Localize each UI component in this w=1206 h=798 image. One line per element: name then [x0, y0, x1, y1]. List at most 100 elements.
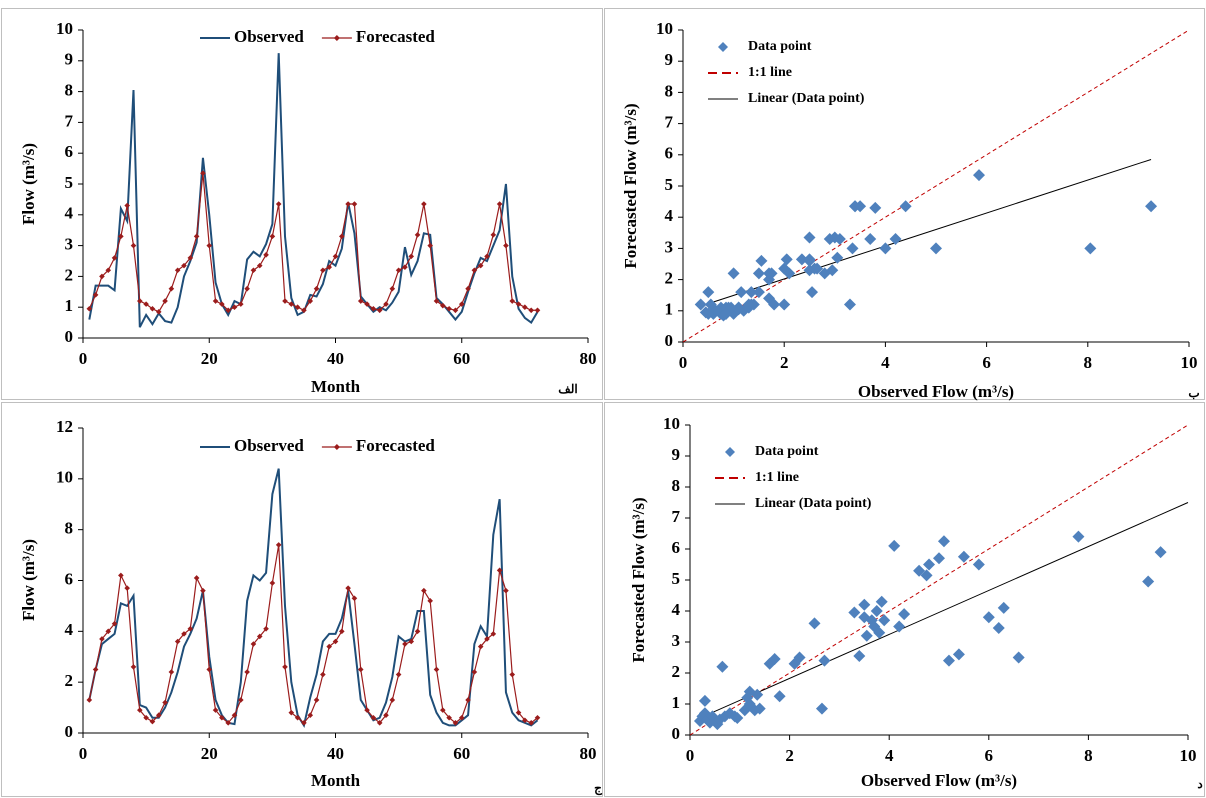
data-point [768, 298, 781, 311]
y-tick-label: 3 [65, 235, 74, 254]
data-point [332, 253, 339, 260]
data-point [124, 585, 130, 591]
data-point [808, 617, 821, 630]
x-tick-label: 20 [201, 349, 218, 368]
data-point [854, 200, 867, 213]
data-point [339, 628, 345, 635]
data-point [818, 654, 831, 667]
y-tick-label: 0 [665, 331, 674, 350]
data-point [869, 201, 882, 214]
data-point [803, 253, 816, 266]
x-tick-label: 0 [679, 353, 688, 372]
panel-frame [604, 8, 1205, 400]
x-tick-label: 60 [453, 744, 470, 763]
trendline [700, 159, 1152, 307]
data-point [130, 242, 137, 249]
y-tick-label: 12 [56, 417, 73, 436]
data-point [250, 267, 257, 274]
data-point [421, 201, 427, 207]
y-tick-label: 5 [665, 175, 674, 194]
data-point [853, 649, 866, 662]
y-tick-label: 1 [672, 693, 681, 712]
y-tick-label: 2 [65, 265, 74, 284]
data-point [238, 301, 244, 307]
x-tick-label: 2 [785, 746, 794, 765]
data-point [168, 285, 175, 292]
data-point [446, 305, 452, 312]
legend-label: Data point [748, 39, 812, 54]
data-point [370, 305, 377, 312]
legend-label: Linear (Data point) [748, 91, 865, 106]
y-tick-label: 4 [672, 600, 681, 619]
data-point [402, 264, 408, 270]
data-point [942, 654, 955, 667]
data-point [889, 233, 902, 246]
data-point [86, 697, 93, 703]
y-tick-label: 10 [56, 468, 73, 487]
data-point [1012, 651, 1025, 664]
data-point [751, 688, 764, 701]
data-point [778, 298, 791, 311]
x-tick-label: 40 [327, 744, 344, 763]
x-axis-title: Observed Flow (m³/s) [858, 382, 1014, 401]
data-point [111, 255, 118, 261]
data-point [225, 307, 231, 314]
data-point [263, 625, 269, 632]
data-point [878, 614, 891, 627]
data-point [992, 622, 1005, 635]
data-point [458, 714, 465, 721]
data-point [753, 702, 766, 715]
data-point [256, 633, 263, 640]
legend-label: Forecasted [356, 27, 436, 46]
data-point [477, 643, 484, 650]
y-axis-title: Flow (m³/s) [19, 143, 38, 225]
data-point [920, 569, 933, 582]
x-tick-label: 6 [985, 746, 994, 765]
data-point [732, 303, 745, 316]
series-line [88, 544, 538, 724]
data-point [301, 307, 307, 314]
panel-label: ب [1188, 386, 1199, 400]
data-point [219, 301, 225, 307]
panel-label: ج [594, 781, 602, 796]
legend-marker [333, 35, 340, 41]
panel-label: الف [558, 382, 577, 396]
data-point [332, 638, 339, 645]
data-point [206, 666, 213, 673]
x-axis-title: Month [311, 377, 361, 396]
data-point [982, 611, 995, 624]
x-tick-label: 8 [1084, 353, 1093, 372]
y-tick-label: 10 [56, 19, 73, 38]
y-tick-label: 7 [665, 113, 674, 132]
data-point [888, 539, 901, 552]
data-point [383, 712, 389, 719]
x-tick-label: 4 [881, 353, 890, 372]
data-point [522, 717, 528, 724]
data-point [99, 273, 105, 280]
data-point [858, 598, 871, 611]
y-tick-label: 8 [672, 476, 681, 495]
y-axis-title: Flow (m³/s) [19, 539, 38, 621]
y-tick-label: 6 [672, 538, 681, 557]
data-point [269, 580, 276, 586]
data-point [187, 625, 194, 632]
data-point [1145, 200, 1158, 213]
x-tick-label: 20 [201, 744, 218, 763]
data-point [269, 233, 276, 240]
y-tick-label: 4 [65, 620, 74, 639]
data-point [149, 718, 156, 725]
data-point [320, 267, 326, 274]
y-tick-label: 6 [65, 142, 74, 161]
x-axis-title: Month [311, 771, 361, 790]
data-point [528, 307, 534, 314]
data-point [395, 267, 402, 274]
data-point [522, 304, 528, 310]
data-point [137, 707, 143, 713]
y-tick-label: 2 [672, 662, 681, 681]
data-point [421, 587, 427, 594]
data-point [808, 262, 821, 275]
panel-frame [1, 402, 603, 797]
x-axis-title: Observed Flow (m³/s) [861, 771, 1017, 790]
y-tick-label: 2 [665, 269, 674, 288]
y-tick-label: 5 [65, 173, 74, 192]
